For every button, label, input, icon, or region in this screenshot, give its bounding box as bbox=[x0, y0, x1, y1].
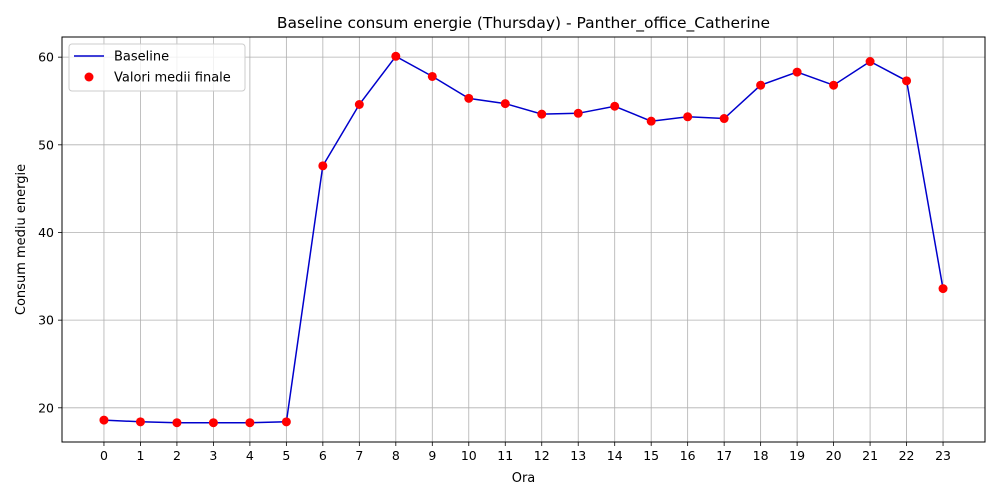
y-axis-ticks: 20 30 40 50 60 bbox=[38, 50, 62, 415]
x-tick-label: 8 bbox=[392, 448, 400, 463]
scatter-point bbox=[938, 284, 948, 294]
chart-title: Baseline consum energie (Thursday) - Pan… bbox=[277, 14, 770, 33]
y-tick-label: 20 bbox=[38, 400, 54, 415]
x-tick-label: 11 bbox=[497, 448, 513, 463]
scatter-point bbox=[245, 418, 255, 428]
x-tick-label: 13 bbox=[570, 448, 586, 463]
scatter-point bbox=[500, 99, 510, 109]
baseline-series-line bbox=[103, 55, 944, 424]
scatter-point bbox=[756, 80, 766, 90]
x-tick-label: 17 bbox=[716, 448, 732, 463]
legend-marker-swatch bbox=[84, 72, 94, 82]
x-tick-label: 1 bbox=[136, 448, 144, 463]
scatter-point bbox=[829, 80, 839, 90]
scatter-point bbox=[99, 415, 109, 425]
x-tick-label: 2 bbox=[173, 448, 181, 463]
scatter-point bbox=[719, 114, 729, 124]
scatter-point bbox=[354, 100, 364, 109]
legend-box bbox=[68, 43, 246, 92]
scatter-point bbox=[208, 418, 218, 428]
grid-lines bbox=[62, 37, 985, 442]
scatter-point bbox=[902, 76, 912, 86]
x-axis-label: Ora bbox=[512, 471, 536, 486]
x-tick-label: 7 bbox=[355, 448, 363, 463]
x-tick-label: 5 bbox=[282, 448, 290, 463]
x-tick-label: 15 bbox=[643, 448, 659, 463]
x-tick-label: 12 bbox=[534, 448, 550, 463]
scatter-point bbox=[610, 101, 620, 111]
x-axis-ticks: 0 1 2 3 4 5 6 7 8 9 10 11 12 13 14 15 16 17 18 19 20 21 22 23 bbox=[100, 442, 951, 463]
y-tick-label: 60 bbox=[38, 50, 54, 65]
scatter-point bbox=[646, 116, 656, 126]
scatter-point bbox=[537, 109, 547, 119]
x-tick-label: 23 bbox=[935, 448, 951, 463]
scatter-point bbox=[318, 161, 328, 171]
scatter-point bbox=[865, 57, 875, 67]
scatter-point bbox=[683, 112, 693, 122]
x-tick-label: 3 bbox=[209, 448, 217, 463]
x-tick-label: 22 bbox=[899, 448, 915, 463]
x-tick-label: 19 bbox=[789, 448, 805, 463]
x-tick-label: 9 bbox=[428, 448, 436, 463]
legend-label-baseline: Baseline bbox=[114, 50, 169, 65]
x-tick-label: 21 bbox=[862, 448, 878, 463]
scatter-point bbox=[464, 93, 474, 103]
x-tick-label: 18 bbox=[753, 448, 769, 463]
legend: Baseline Valori medii finale bbox=[68, 43, 246, 92]
x-tick-label: 14 bbox=[607, 448, 623, 463]
x-tick-label: 0 bbox=[100, 448, 108, 463]
scatter-point bbox=[135, 417, 145, 427]
x-tick-label: 20 bbox=[826, 448, 842, 463]
x-tick-label: 16 bbox=[680, 448, 696, 463]
x-tick-label: 6 bbox=[319, 448, 327, 463]
legend-label-valori-medii: Valori medii finale bbox=[114, 71, 231, 86]
scatter-point bbox=[792, 67, 802, 77]
y-tick-label: 30 bbox=[38, 313, 54, 328]
scatter-point bbox=[391, 51, 401, 61]
plot-area bbox=[61, 36, 986, 443]
y-tick-label: 50 bbox=[38, 137, 54, 152]
scatter-point bbox=[281, 417, 291, 427]
x-tick-label: 10 bbox=[461, 448, 477, 463]
series-layer bbox=[99, 51, 948, 428]
scatter-point bbox=[427, 71, 437, 81]
scatter-point bbox=[172, 418, 182, 428]
y-axis-label: Consum mediu energie bbox=[14, 164, 29, 315]
x-tick-label: 4 bbox=[246, 448, 254, 463]
scatter-point bbox=[573, 108, 583, 118]
y-tick-label: 40 bbox=[38, 225, 54, 240]
